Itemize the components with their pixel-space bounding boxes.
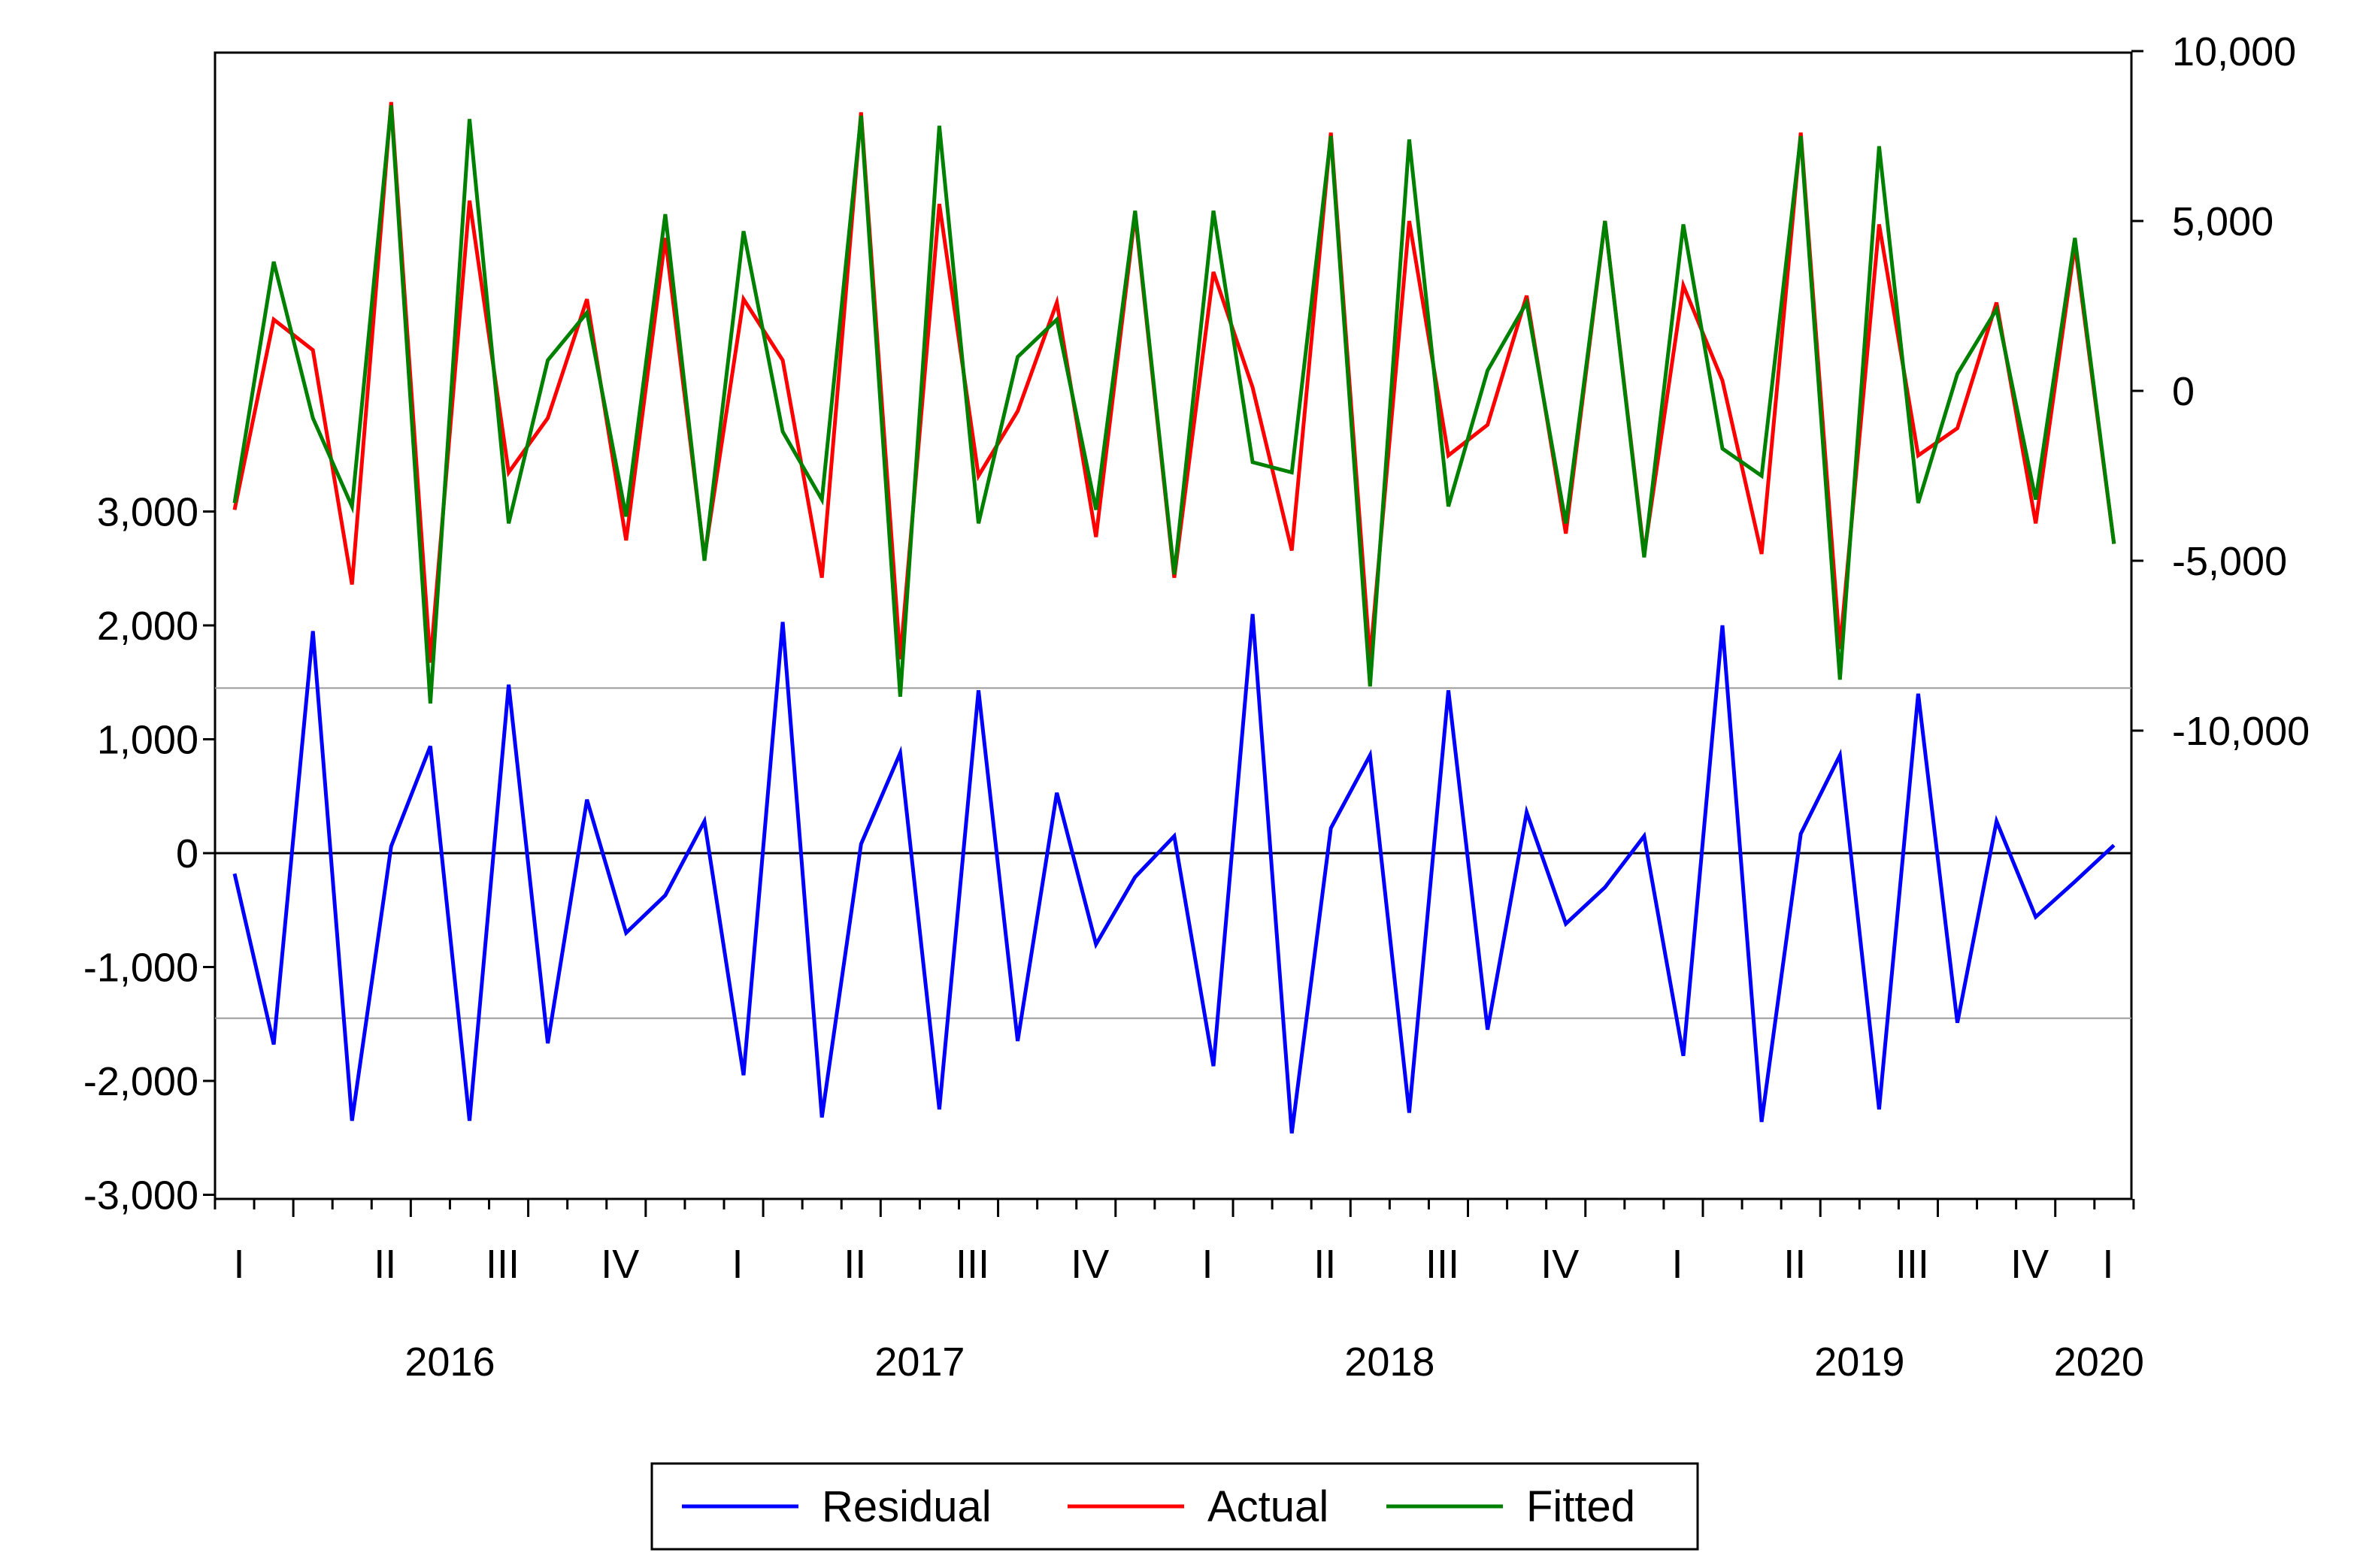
legend: Residual Actual Fitted	[650, 1462, 1699, 1551]
x-axis-quarter-label: IV	[2010, 1242, 2049, 1287]
x-axis-quarter-label: II	[1313, 1242, 1336, 1287]
x-axis-quarter-label: III	[486, 1242, 520, 1287]
x-axis-year-label: 2018	[1344, 1339, 1434, 1385]
x-axis-quarter-label: I	[732, 1242, 744, 1287]
right-axis-tick-label: 10,000	[2172, 29, 2296, 74]
x-axis-quarter-label: II	[374, 1242, 396, 1287]
series-line-actual	[232, 101, 2116, 663]
x-axis-quarter-label: I	[2102, 1242, 2113, 1287]
reference-lines	[215, 687, 2131, 1019]
right-axis-tick-label: -5,000	[2172, 539, 2287, 584]
series-line-residual	[232, 613, 2116, 1134]
x-axis-quarter-label: IV	[601, 1242, 639, 1287]
x-axis-year-label: 2020	[2054, 1339, 2144, 1385]
left-axis-tick-label: -1,000	[83, 946, 198, 991]
left-axis-tick-label: -3,000	[83, 1173, 198, 1218]
x-axis-quarter-label: IV	[1540, 1242, 1579, 1287]
legend-box	[650, 1462, 1699, 1551]
series-line-fitted	[232, 105, 2116, 704]
left-axis-tick-label: -2,000	[83, 1059, 198, 1104]
right-axis: -10,000 -5,000 0 5,000 10,000	[2131, 29, 2310, 754]
x-axis-year-label: 2016	[404, 1339, 495, 1385]
x-axis-year-label: 2019	[1814, 1339, 1904, 1385]
x-axis-quarter-label: I	[1671, 1242, 1683, 1287]
x-axis-quarter-label: III	[1895, 1242, 1929, 1287]
right-axis-tick-label: 0	[2172, 369, 2195, 414]
x-axis-quarter-label: III	[956, 1242, 989, 1287]
x-axis-quarter-label: IV	[1071, 1242, 1109, 1287]
right-axis-tick-label: 5,000	[2172, 199, 2274, 244]
left-axis-tick-label: 2,000	[97, 604, 198, 649]
x-axis-quarter-label: I	[1201, 1242, 1213, 1287]
left-axis-tick-label: 0	[176, 831, 198, 876]
x-axis-quarter-label: II	[844, 1242, 866, 1287]
left-axis-tick-label: 3,000	[97, 490, 198, 535]
left-axis-tick-label: 1,000	[97, 718, 198, 763]
legend-label-residual: Residual	[822, 1482, 992, 1531]
x-axis-quarter-label: II	[1783, 1242, 1806, 1287]
legend-label-fitted: Fitted	[1526, 1482, 1635, 1531]
series-layer	[232, 101, 2116, 1134]
left-axis: -3,000 -2,000 -1,000 0 1,000 2,000 3,000	[83, 490, 215, 1218]
x-axis-year-label: 2017	[874, 1339, 965, 1385]
right-axis-tick-label: -10,000	[2172, 709, 2310, 754]
x-axis-quarter-label: I	[233, 1242, 244, 1287]
x-axis-quarter-label: III	[1425, 1242, 1459, 1287]
legend-label-actual: Actual	[1207, 1482, 1328, 1531]
